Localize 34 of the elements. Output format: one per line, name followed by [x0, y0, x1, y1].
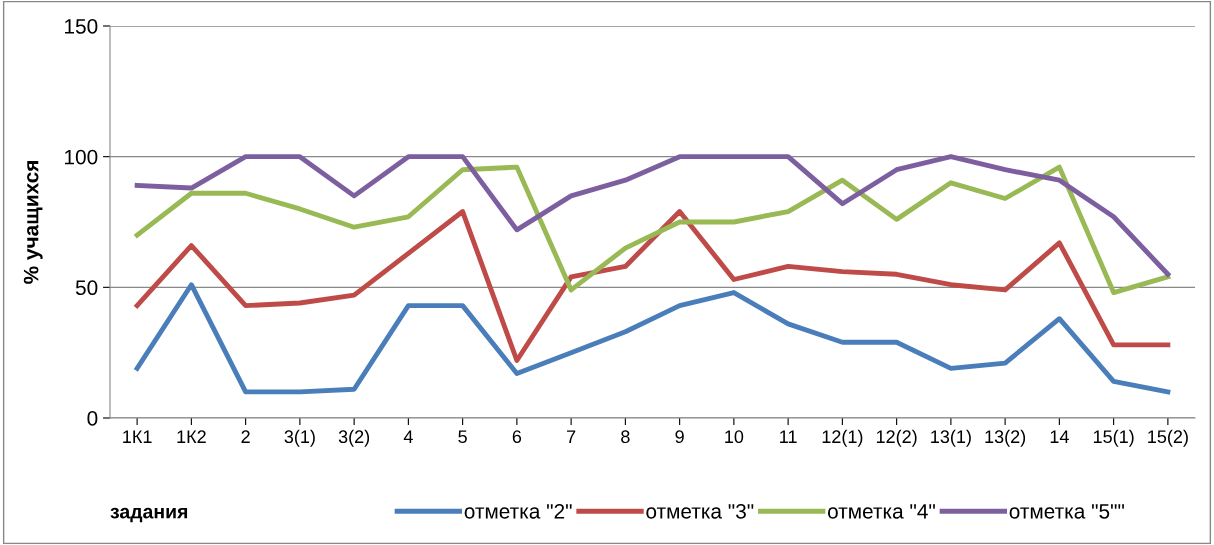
- y-axis-title: % учащихся: [23, 161, 43, 284]
- y-tick-label: 150: [65, 19, 98, 34]
- x-tick-label: 5: [458, 430, 467, 444]
- x-tick-label: 12(2): [876, 429, 917, 447]
- x-tick-label: 6: [512, 430, 522, 444]
- x-tick-label: 15(1): [1093, 429, 1134, 447]
- line-series: [134, 209, 1171, 363]
- x-tick-label: 10: [725, 430, 744, 444]
- legend-label: отметка "5"": [1009, 504, 1124, 519]
- legend-label: отметка "4": [827, 504, 935, 519]
- y-tick-label: 0: [87, 411, 98, 426]
- x-tick-label: 2: [241, 430, 250, 443]
- x-tick-label: 3(2): [338, 429, 370, 447]
- y-tick-label: 50: [75, 280, 98, 296]
- x-tick-label: 13(2): [985, 429, 1026, 447]
- x-tick-label: 14: [1050, 430, 1069, 443]
- x-tick-label: 4: [403, 430, 413, 443]
- x-tick-label: 8: [621, 430, 630, 444]
- x-tick-label: 15(2): [1148, 429, 1188, 447]
- x-tick-label: 9: [675, 430, 684, 444]
- y-tick-label: 100: [65, 149, 98, 165]
- x-tick-label: 12(1): [822, 429, 863, 447]
- x-tick-label: 13(1): [931, 429, 971, 447]
- legend-label: отметка "3": [646, 503, 754, 519]
- legend-label: отметка "2": [464, 503, 572, 519]
- x-tick-label: 3(1): [284, 429, 315, 447]
- x-tick-label: 1К1: [123, 430, 152, 443]
- x-axis-title: задания: [110, 507, 188, 523]
- x-tick-label: 1К2: [177, 430, 206, 443]
- x-tick-label: 11: [780, 430, 797, 443]
- line-series: [134, 154, 1171, 277]
- x-tick-label: 7: [567, 430, 576, 443]
- line-series: [134, 164, 1171, 295]
- line-series: [134, 282, 1171, 395]
